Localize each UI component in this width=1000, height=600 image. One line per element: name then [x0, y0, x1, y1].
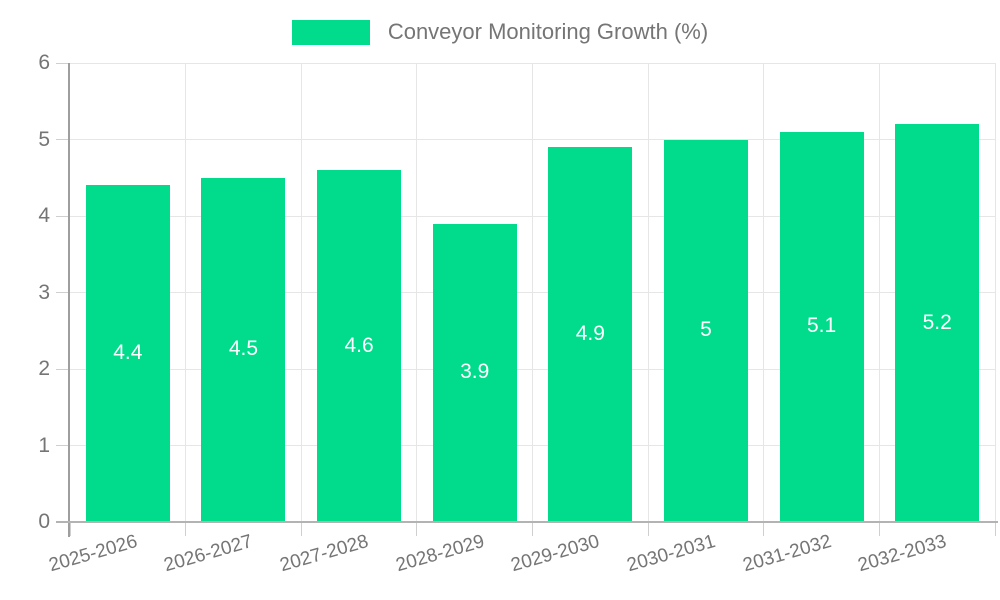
bar-value-label: 5: [700, 318, 712, 342]
bar-value-label: 4.6: [344, 333, 374, 357]
x-axis-tick: [878, 522, 880, 536]
x-axis-tick: [300, 522, 302, 536]
bar[interactable]: 3.9: [432, 223, 517, 521]
x-axis-tick: [763, 522, 765, 536]
x-axis-line: [56, 521, 998, 523]
gridline: [300, 63, 302, 522]
y-axis-label: 4: [38, 204, 50, 227]
x-axis-tick: [416, 522, 418, 536]
y-axis-tick: [56, 292, 70, 293]
y-axis-tick: [56, 62, 70, 64]
y-axis-label: 6: [38, 51, 50, 74]
y-axis-label: 3: [38, 280, 50, 304]
legend-swatch: [291, 19, 370, 45]
x-axis-tick: [185, 522, 187, 536]
bar[interactable]: 4.6: [317, 170, 402, 521]
y-axis-tick: [56, 139, 70, 140]
y-axis-label: 1: [38, 433, 50, 457]
bar-value-label: 3.9: [460, 360, 490, 384]
gridline: [994, 63, 996, 522]
gridline: [878, 63, 880, 522]
legend[interactable]: Conveyor Monitoring Growth (%): [0, 18, 1000, 46]
gridline: [416, 63, 418, 522]
y-axis-label: 2: [38, 357, 50, 380]
bar[interactable]: 5: [663, 139, 748, 521]
gridline: [185, 63, 187, 522]
bar-value-label: 5.2: [922, 310, 952, 334]
y-axis-line: [68, 63, 70, 537]
x-axis-tick: [69, 522, 71, 536]
bar-value-label: 5.1: [806, 314, 837, 338]
bar[interactable]: 4.5: [201, 177, 286, 521]
bar[interactable]: 4.9: [548, 147, 633, 521]
bar[interactable]: 5.1: [779, 131, 864, 521]
y-axis-tick: [56, 445, 70, 446]
y-axis-label: 0: [38, 510, 50, 533]
x-axis-tick: [994, 522, 996, 536]
x-axis-tick: [532, 522, 533, 536]
bar[interactable]: 4.4: [85, 185, 170, 521]
y-axis-tick: [56, 215, 70, 217]
gridline: [763, 63, 765, 522]
y-axis-label: 5: [38, 127, 50, 151]
legend-label: Conveyor Monitoring Growth (%): [387, 19, 709, 44]
bar-value-label: 4.5: [228, 337, 259, 361]
y-axis-tick: [56, 368, 70, 370]
gridline: [647, 63, 649, 522]
bar[interactable]: 5.2: [895, 124, 980, 521]
bar-value-label: 4.9: [575, 322, 605, 346]
bar-value-label: 4.4: [113, 341, 143, 365]
gridline: [532, 63, 533, 522]
x-axis-tick: [647, 522, 649, 536]
